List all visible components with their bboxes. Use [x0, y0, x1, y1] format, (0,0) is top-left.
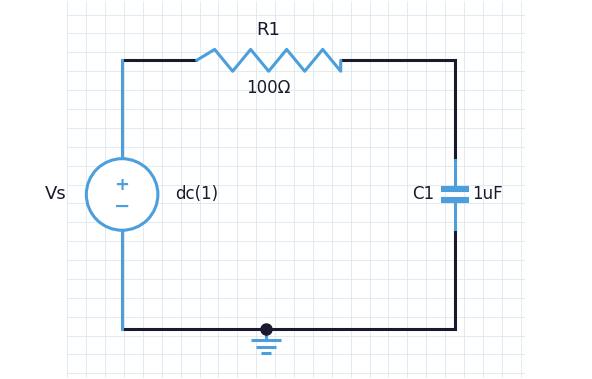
Text: 1uF: 1uF — [472, 185, 503, 204]
Text: Vs: Vs — [45, 185, 66, 204]
Text: −: − — [114, 197, 130, 216]
Text: C1: C1 — [411, 185, 434, 204]
Text: +: + — [115, 175, 130, 194]
Text: dc(1): dc(1) — [175, 185, 218, 204]
Text: 100Ω: 100Ω — [246, 79, 291, 97]
Circle shape — [86, 159, 158, 230]
Text: R1: R1 — [257, 22, 281, 39]
